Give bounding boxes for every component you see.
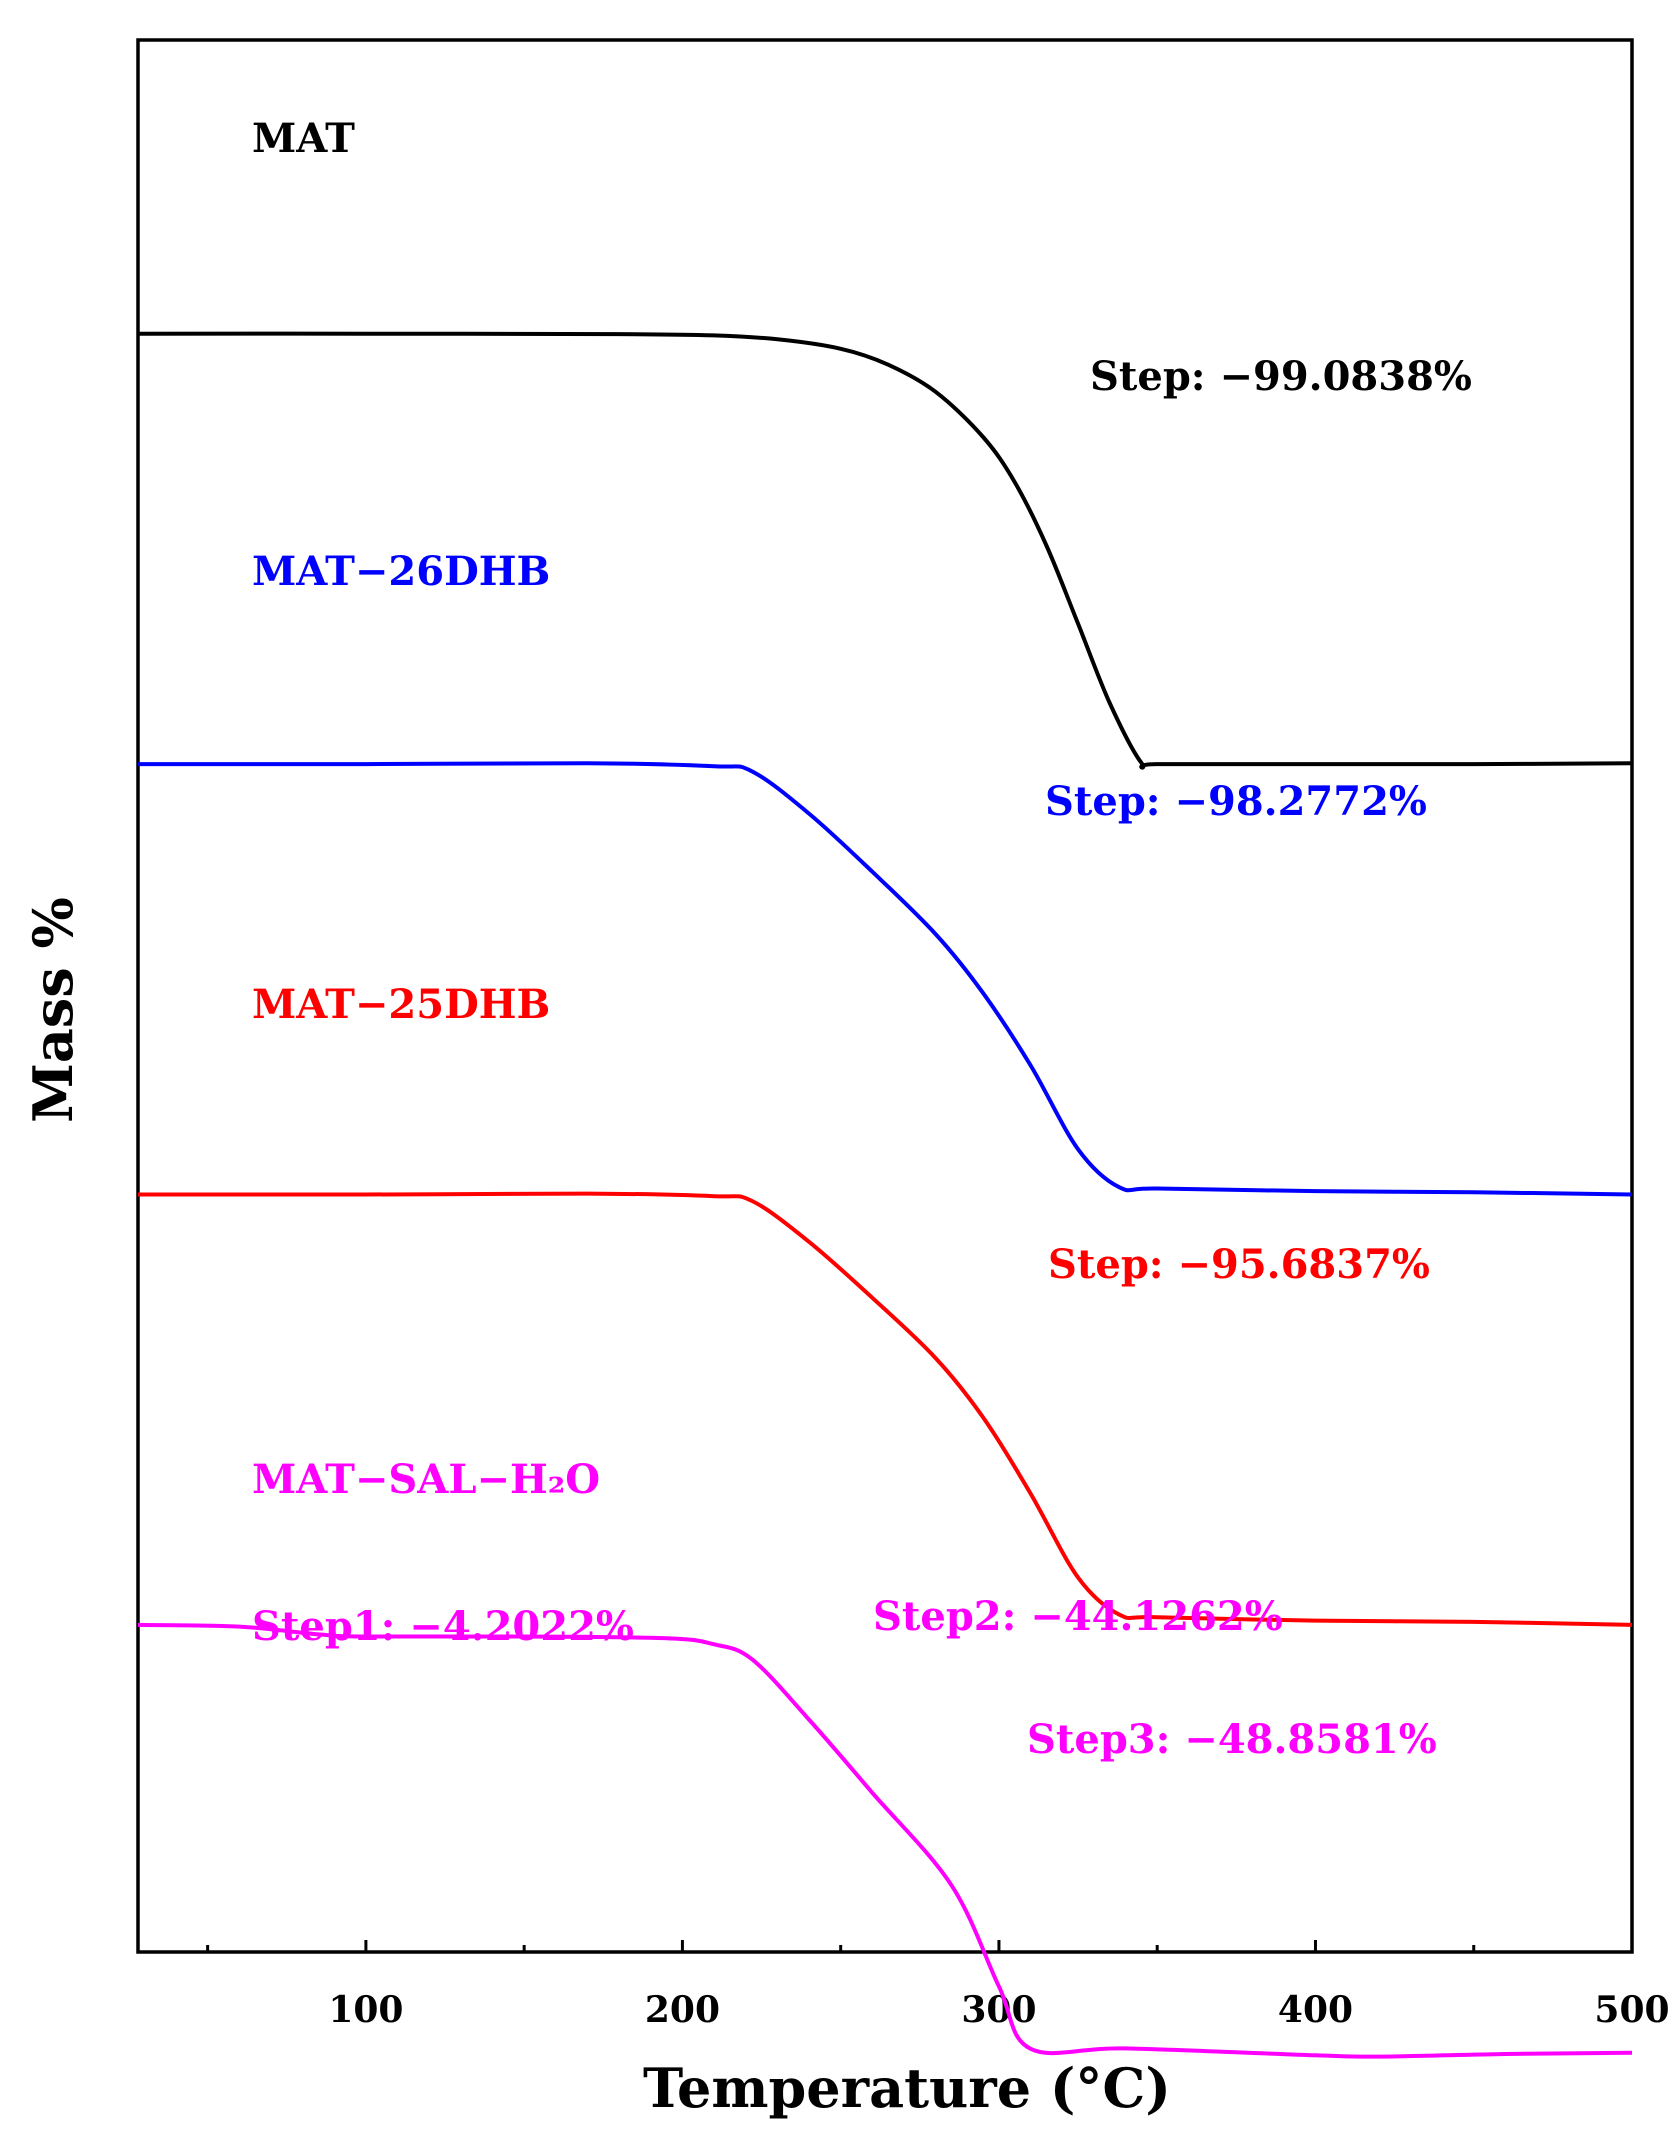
step-annotation-mat: Step: −99.0838% [1090, 353, 1472, 400]
series-line-1 [137, 761, 1633, 1197]
series-label-mat-sal-h2o: MAT−SAL−H₂O [252, 1456, 600, 1503]
plot-frame [136, 38, 1634, 1954]
series-label-mat: MAT [252, 115, 355, 162]
series-line-0 [137, 331, 1633, 770]
step-annotation-mat-26dhb: Step: −98.2772% [1045, 778, 1427, 825]
series-label-mat-26dhb: MAT−26DHB [252, 548, 550, 595]
x-tick-label: 300 [961, 1989, 1036, 2031]
series-line-2 [137, 1191, 1633, 1627]
x-tick-label: 500 [1594, 1989, 1669, 2031]
series-label-mat-25dhb: MAT−25DHB [252, 981, 550, 1028]
x-tick-label: 200 [645, 1989, 720, 2031]
x-tick-label: 100 [328, 1989, 403, 2031]
series-curves [137, 331, 1633, 2059]
x-tick-label: 400 [1278, 1989, 1353, 2031]
step3-annotation-mat-sal-h2o: Step3: −48.8581% [1027, 1716, 1437, 1763]
series-line-3 [137, 1622, 1633, 2059]
x-axis-title: Temperature (°C) [643, 2056, 1171, 2120]
x-axis-ticks: 100 200 300 400 500 [206, 1940, 1670, 2031]
step1-annotation-mat-sal-h2o: Step1: −4.2022% [252, 1603, 634, 1650]
step2-annotation-mat-sal-h2o: Step2: −44.1262% [873, 1593, 1283, 1640]
step-annotation-mat-25dhb: Step: −95.6837% [1048, 1241, 1430, 1288]
y-axis-title: Mass % [21, 897, 85, 1123]
